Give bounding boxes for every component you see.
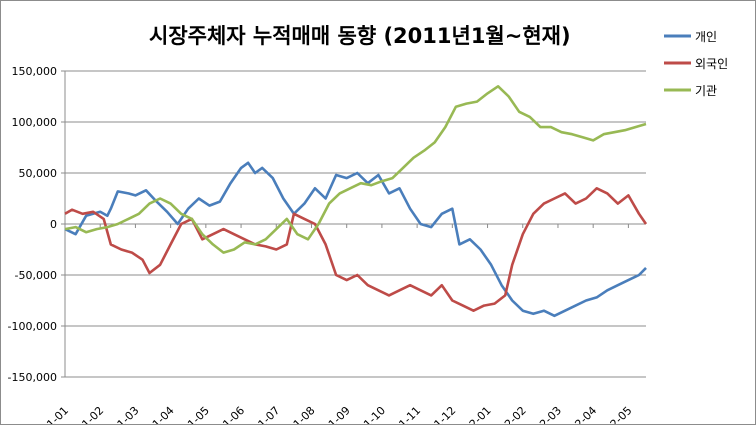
- y-tick-label: -100,000: [8, 320, 57, 333]
- legend-label: 외국인: [695, 57, 728, 71]
- y-tick-label: -150,000: [8, 371, 57, 384]
- x-tick-label: 12-01: [462, 404, 494, 424]
- x-tick-label: 11-03: [110, 404, 142, 424]
- x-tick-label: 12-05: [603, 404, 635, 424]
- x-tick-label: 12-03: [532, 404, 564, 424]
- x-tick-label: 12-02: [497, 404, 529, 424]
- x-tick-label: 12-04: [568, 404, 600, 424]
- legend-label: 기관: [695, 84, 717, 98]
- x-tick-label: 11-04: [145, 404, 177, 424]
- x-tick-label: 11-12: [427, 404, 459, 424]
- x-tick-label: 11-10: [356, 404, 388, 424]
- series-group: [64, 85, 648, 318]
- y-tick-label: 0: [50, 218, 57, 231]
- legend-label: 개인: [695, 30, 717, 44]
- y-tick-label: 150,000: [12, 65, 58, 78]
- series-line-1: [64, 161, 647, 318]
- y-axis: 150,000 100,000 50,000 0 -50,000 -100,000 -150…: [8, 65, 66, 384]
- x-tick-label: 11-08: [286, 404, 318, 424]
- x-tick-label: 11-05: [180, 404, 212, 424]
- x-tick-label: 11-09: [321, 404, 353, 424]
- series-line-2: [64, 187, 648, 312]
- x-axis: 11-01 11-02 11-03 11-04 11-05 11-06 11-07 11-08…: [39, 223, 646, 424]
- x-tick-label: 11-02: [75, 404, 107, 424]
- y-tick-label: -50,000: [15, 269, 57, 282]
- y-tick-label: 100,000: [12, 116, 58, 129]
- x-tick-label: 11-06: [215, 404, 247, 424]
- y-tick-label: 50,000: [19, 167, 58, 180]
- chart-title: 시장주체자 누적매매 동향 (2011년1월~현재): [149, 24, 571, 48]
- x-tick-label: 11-11: [391, 404, 423, 424]
- x-tick-label: 11-07: [251, 404, 283, 424]
- x-tick-label: 11-01: [39, 404, 71, 424]
- series-line-3: [64, 85, 647, 254]
